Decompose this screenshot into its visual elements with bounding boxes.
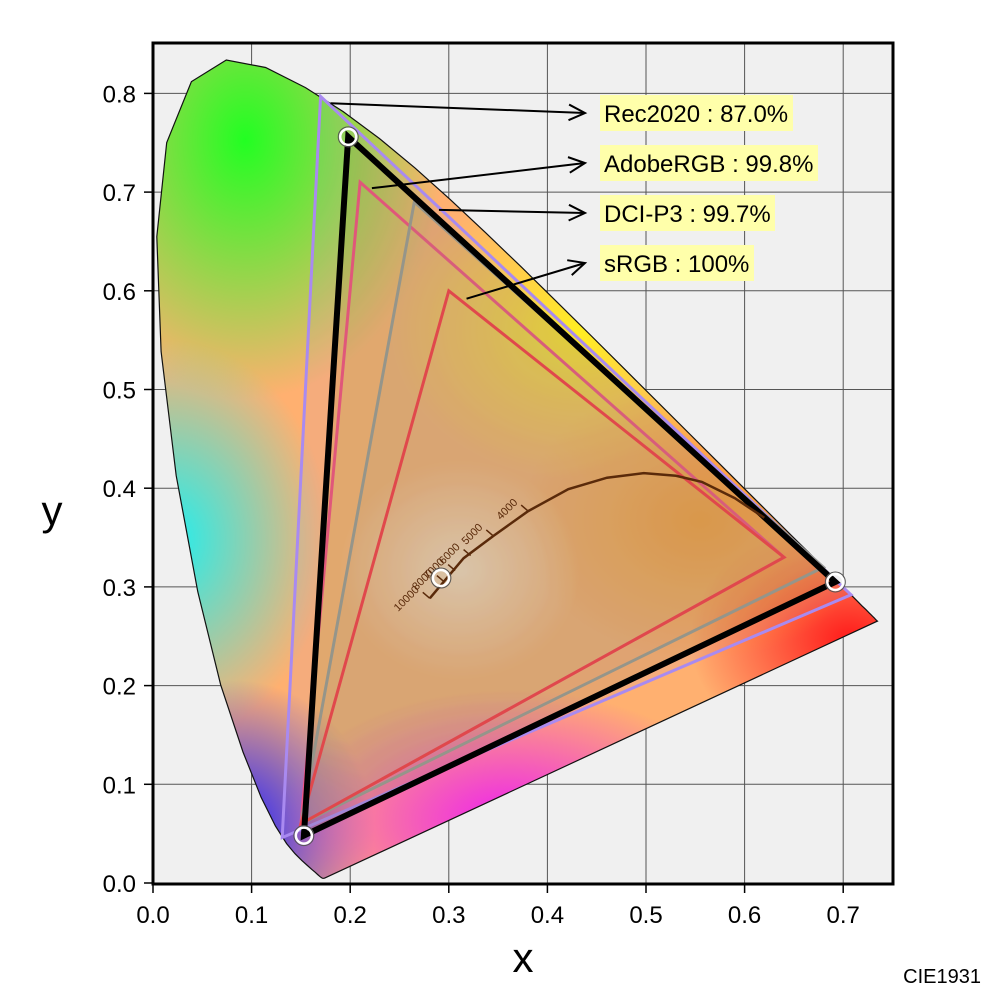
y-tick-label: 0.6 bbox=[103, 279, 136, 306]
x-tick-label: 0.6 bbox=[728, 902, 761, 929]
y-axis-title: y bbox=[42, 487, 63, 534]
spectral-locus-outline bbox=[156, 59, 879, 879]
gamut-srgb-triangle bbox=[298, 288, 787, 827]
y-tick-label: 0.4 bbox=[103, 476, 136, 503]
corner-label: CIE1931 bbox=[903, 966, 981, 988]
cct-tick bbox=[436, 575, 445, 583]
x-tick-label: 0.0 bbox=[136, 902, 169, 929]
x-tick-label: 0.3 bbox=[432, 902, 465, 929]
x-tick-label: 0.2 bbox=[334, 902, 367, 929]
white-point-marker-ring bbox=[430, 567, 452, 589]
cct-tick bbox=[447, 563, 456, 572]
y-tick-label: 0.3 bbox=[103, 575, 136, 602]
display-primary-marker-ring bbox=[824, 571, 846, 593]
legend-arrowhead-srgb bbox=[567, 259, 588, 276]
legend-badge-srgb bbox=[600, 245, 754, 281]
color-blob-white bbox=[340, 460, 580, 680]
legend-arrowhead-dci-p3 bbox=[568, 203, 588, 222]
cct-tick bbox=[520, 504, 529, 512]
display-primary-marker bbox=[338, 127, 358, 147]
y-tick-label: 0.1 bbox=[103, 772, 136, 799]
legend-badge-adobergb bbox=[600, 145, 818, 181]
legend-badge-rec2020 bbox=[600, 95, 793, 131]
y-tick-label: 0.7 bbox=[103, 180, 136, 207]
display-primary-marker bbox=[826, 572, 845, 592]
legend-label-dci-p3: DCI-P3 : 99.7% bbox=[604, 201, 771, 228]
planckian-locus bbox=[428, 471, 765, 600]
y-tick-label: 0.8 bbox=[103, 81, 136, 108]
x-axis-title: x bbox=[513, 934, 534, 981]
color-blob-green bbox=[156, 60, 445, 400]
display-primary-marker-ring bbox=[337, 126, 359, 148]
y-tick-label: 0.2 bbox=[103, 674, 136, 701]
cct-tick bbox=[485, 529, 494, 537]
cct-tick bbox=[422, 591, 431, 599]
legend-badge-dci-p3 bbox=[600, 195, 775, 231]
display-primary-marker-ring bbox=[293, 825, 315, 847]
display-primary-marker bbox=[294, 826, 314, 845]
y-tick-label: 0.0 bbox=[103, 871, 136, 898]
white-point-marker bbox=[431, 568, 451, 588]
legend-arrow-srgb bbox=[466, 262, 586, 300]
legend-arrowhead-adobergb bbox=[567, 156, 588, 174]
x-tick-label: 0.1 bbox=[235, 902, 268, 929]
legend-arrowhead-rec2020 bbox=[568, 103, 588, 122]
legend-label-rec2020: Rec2020 : 87.0% bbox=[604, 101, 788, 128]
legend-arrow-rec2020 bbox=[330, 102, 586, 114]
y-tick-label: 0.5 bbox=[103, 378, 136, 405]
x-tick-label: 0.7 bbox=[827, 902, 860, 929]
x-tick-label: 0.5 bbox=[629, 902, 662, 929]
x-tick-label: 0.4 bbox=[531, 902, 564, 929]
display-gamut-triangle bbox=[300, 130, 841, 841]
legend-arrow-dci-p3 bbox=[438, 208, 586, 214]
cct-tick bbox=[463, 548, 472, 557]
gamut-rec2020-triangle bbox=[280, 93, 854, 840]
legend-label-srgb: sRGB : 100% bbox=[604, 251, 749, 278]
legend-arrow-adobergb bbox=[371, 162, 586, 190]
legend-label-adobergb: AdobeRGB : 99.8% bbox=[604, 151, 813, 178]
plot-frame bbox=[151, 41, 895, 886]
